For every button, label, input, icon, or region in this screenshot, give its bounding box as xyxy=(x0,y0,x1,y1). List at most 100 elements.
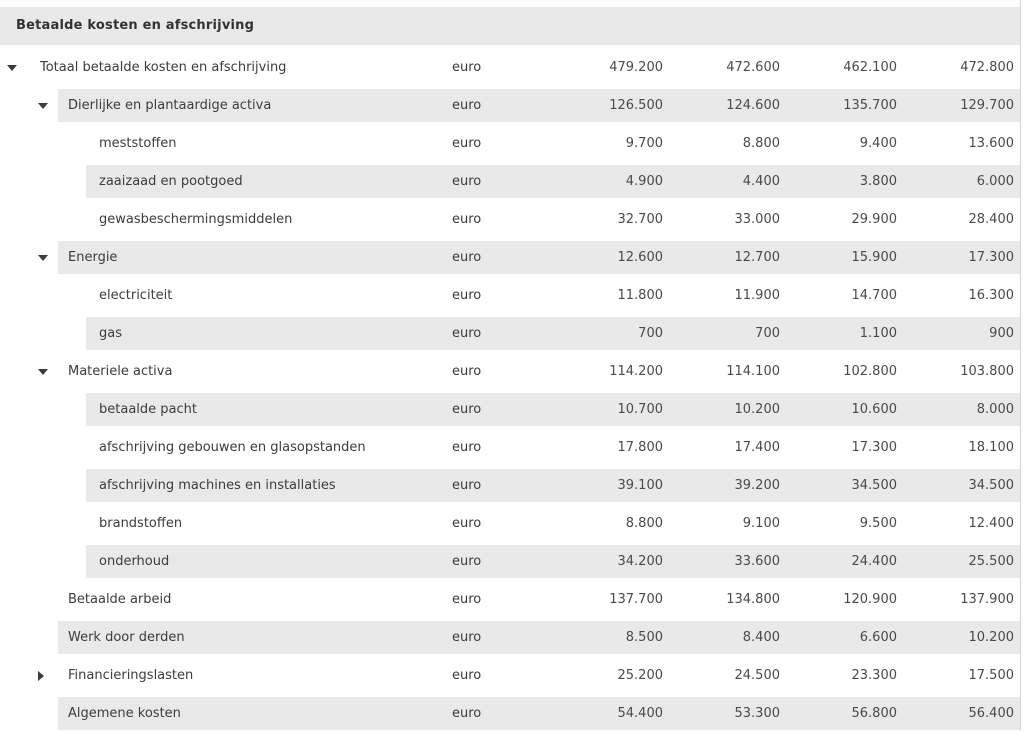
table-row: Algemene kosten euro 54.400 53.300 56.80… xyxy=(0,695,1024,733)
value-cell: 23.300 xyxy=(851,668,898,683)
row-label: zaaizaad en pootgoed xyxy=(99,174,243,189)
value-cell: 472.800 xyxy=(960,60,1014,75)
value-cell: 700 xyxy=(755,326,780,341)
unit-label: euro xyxy=(452,136,482,151)
row-label[interactable]: Financieringslasten xyxy=(68,668,194,683)
table-row: Werk door derden euro 8.500 8.400 6.600 … xyxy=(0,619,1024,657)
value-cell: 137.900 xyxy=(960,592,1014,607)
value-cell: 39.200 xyxy=(734,478,781,493)
value-cell: 33.000 xyxy=(734,212,781,227)
value-cell: 56.400 xyxy=(968,706,1015,721)
value-cell: 8.800 xyxy=(742,136,780,151)
unit-label: euro xyxy=(452,706,482,721)
row-label[interactable]: Energie xyxy=(68,250,118,265)
unit-label: euro xyxy=(452,440,482,455)
row-label: gas xyxy=(99,326,122,341)
row-label: brandstoffen xyxy=(99,516,183,531)
value-cell: 17.800 xyxy=(617,440,664,455)
row-label: onderhoud xyxy=(99,554,170,569)
value-cell: 137.700 xyxy=(609,592,663,607)
value-cell: 102.800 xyxy=(843,364,897,379)
value-cell: 9.700 xyxy=(625,136,663,151)
value-cell: 17.500 xyxy=(968,668,1015,683)
table-row: gewasbeschermingsmiddelen euro 32.700 33… xyxy=(0,201,1024,239)
table-row: Totaal betaalde kosten en afschrijving e… xyxy=(0,49,1024,87)
value-cell: 114.100 xyxy=(726,364,780,379)
value-cell: 8.500 xyxy=(625,630,663,645)
table-row: onderhoud euro 34.200 33.600 24.400 25.5… xyxy=(0,543,1024,581)
unit-label: euro xyxy=(452,478,482,493)
value-cell: 14.700 xyxy=(851,288,898,303)
table-row: gas euro 700 700 1.100 900 xyxy=(0,315,1024,353)
unit-label: euro xyxy=(452,516,482,531)
unit-label: euro xyxy=(452,174,482,189)
value-cell: 17.300 xyxy=(968,250,1015,265)
unit-label: euro xyxy=(452,250,482,265)
value-cell: 24.500 xyxy=(734,668,781,683)
value-cell: 6.600 xyxy=(859,630,897,645)
value-cell: 129.700 xyxy=(960,98,1014,113)
row-label: betaalde pacht xyxy=(99,402,197,417)
value-cell: 16.300 xyxy=(968,288,1015,303)
table-right-border xyxy=(1020,0,1021,730)
unit-label: euro xyxy=(452,212,482,227)
table-row: Dierlijke en plantaardige activa euro 12… xyxy=(0,87,1024,125)
unit-label: euro xyxy=(452,326,482,341)
unit-label: euro xyxy=(452,630,482,645)
section-title: Betaalde kosten en afschrijving xyxy=(16,18,255,33)
table-row: Financieringslasten euro 25.200 24.500 2… xyxy=(0,657,1024,695)
value-cell: 28.400 xyxy=(968,212,1015,227)
collapse-icon[interactable] xyxy=(38,103,48,109)
row-label: afschrijving machines en installaties xyxy=(99,478,336,493)
row-background xyxy=(58,241,1020,274)
unit-label: euro xyxy=(452,402,482,417)
value-cell: 4.900 xyxy=(625,174,663,189)
table-row: afschrijving machines en installaties eu… xyxy=(0,467,1024,505)
value-cell: 29.900 xyxy=(851,212,898,227)
value-cell: 54.400 xyxy=(617,706,664,721)
row-label[interactable]: Materiele activa xyxy=(68,364,173,379)
collapse-icon[interactable] xyxy=(7,65,17,71)
row-background xyxy=(58,697,1020,730)
value-cell: 9.100 xyxy=(742,516,780,531)
value-cell: 34.500 xyxy=(968,478,1015,493)
row-label: meststoffen xyxy=(99,136,177,151)
row-label[interactable]: Dierlijke en plantaardige activa xyxy=(68,98,272,113)
value-cell: 33.600 xyxy=(734,554,781,569)
row-label: gewasbeschermingsmiddelen xyxy=(99,212,293,227)
value-cell: 24.400 xyxy=(851,554,898,569)
table-row: electriciteit euro 11.800 11.900 14.700 … xyxy=(0,277,1024,315)
row-background xyxy=(86,165,1020,198)
value-cell: 124.600 xyxy=(726,98,780,113)
row-label: Algemene kosten xyxy=(68,706,181,721)
value-cell: 103.800 xyxy=(960,364,1014,379)
value-cell: 9.500 xyxy=(859,516,897,531)
value-cell: 3.800 xyxy=(859,174,897,189)
unit-label: euro xyxy=(452,98,482,113)
table-row: afschrijving gebouwen en glasopstanden e… xyxy=(0,429,1024,467)
value-cell: 134.800 xyxy=(726,592,780,607)
row-background xyxy=(86,393,1020,426)
unit-label: euro xyxy=(452,364,482,379)
unit-label: euro xyxy=(452,60,482,75)
value-cell: 34.500 xyxy=(851,478,898,493)
table-row: brandstoffen euro 8.800 9.100 9.500 12.4… xyxy=(0,505,1024,543)
unit-label: euro xyxy=(452,668,482,683)
value-cell: 18.100 xyxy=(968,440,1015,455)
value-cell: 12.400 xyxy=(968,516,1015,531)
expand-icon[interactable] xyxy=(38,671,44,681)
table-row: zaaizaad en pootgoed euro 4.900 4.400 3.… xyxy=(0,163,1024,201)
value-cell: 8.800 xyxy=(625,516,663,531)
row-label[interactable]: Totaal betaalde kosten en afschrijving xyxy=(40,60,287,75)
value-cell: 4.400 xyxy=(742,174,780,189)
row-label: Werk door derden xyxy=(68,630,185,645)
table-row: meststoffen euro 9.700 8.800 9.400 13.60… xyxy=(0,125,1024,163)
unit-label: euro xyxy=(452,554,482,569)
collapse-icon[interactable] xyxy=(38,369,48,375)
row-label: Betaalde arbeid xyxy=(68,592,172,607)
row-background xyxy=(86,469,1020,502)
collapse-icon[interactable] xyxy=(38,255,48,261)
value-cell: 53.300 xyxy=(734,706,781,721)
value-cell: 11.900 xyxy=(734,288,781,303)
